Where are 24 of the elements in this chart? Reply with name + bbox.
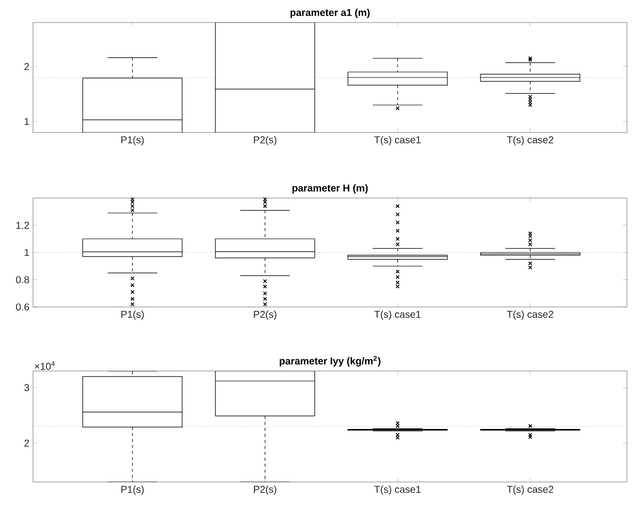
y-tick-label: 1	[24, 249, 29, 256]
x-tick-label: T(s) case2	[506, 310, 554, 320]
x-tick-label: P2(s)	[254, 310, 276, 320]
x-tick-label: T(s) case2	[506, 486, 554, 495]
x-tick-label: P2(s)	[254, 486, 276, 495]
y-tick-label: 3	[24, 384, 30, 392]
y-tick-label: 2	[24, 440, 29, 447]
x-tick-label: P1(s)	[121, 136, 144, 146]
y-tick-label: 1.2	[16, 222, 29, 229]
x-tick-label: T(s) case1	[374, 136, 421, 146]
text: ×10$^{4}$	[34, 361, 55, 370]
chart-title: parameter Iyy (kg/m$^{2}$)	[280, 356, 380, 366]
chart-title: parameter a1 (m)	[290, 8, 370, 18]
y-tick-label: 1	[24, 118, 29, 125]
x-tick-label: T(s) case1	[374, 310, 421, 320]
x-tick-label: P1(s)	[121, 486, 144, 495]
x-tick-label: P2(s)	[254, 136, 276, 146]
y-tick-label: 0.6	[16, 303, 30, 311]
x-tick-label: T(s) case1	[374, 486, 421, 495]
x-tick-label: P1(s)	[121, 310, 144, 320]
chart-title: parameter H (m)	[292, 184, 368, 194]
y-tick-label: 2	[24, 63, 29, 70]
x-tick-label: T(s) case2	[506, 136, 554, 146]
y-tick-label: 0.8	[16, 276, 30, 284]
